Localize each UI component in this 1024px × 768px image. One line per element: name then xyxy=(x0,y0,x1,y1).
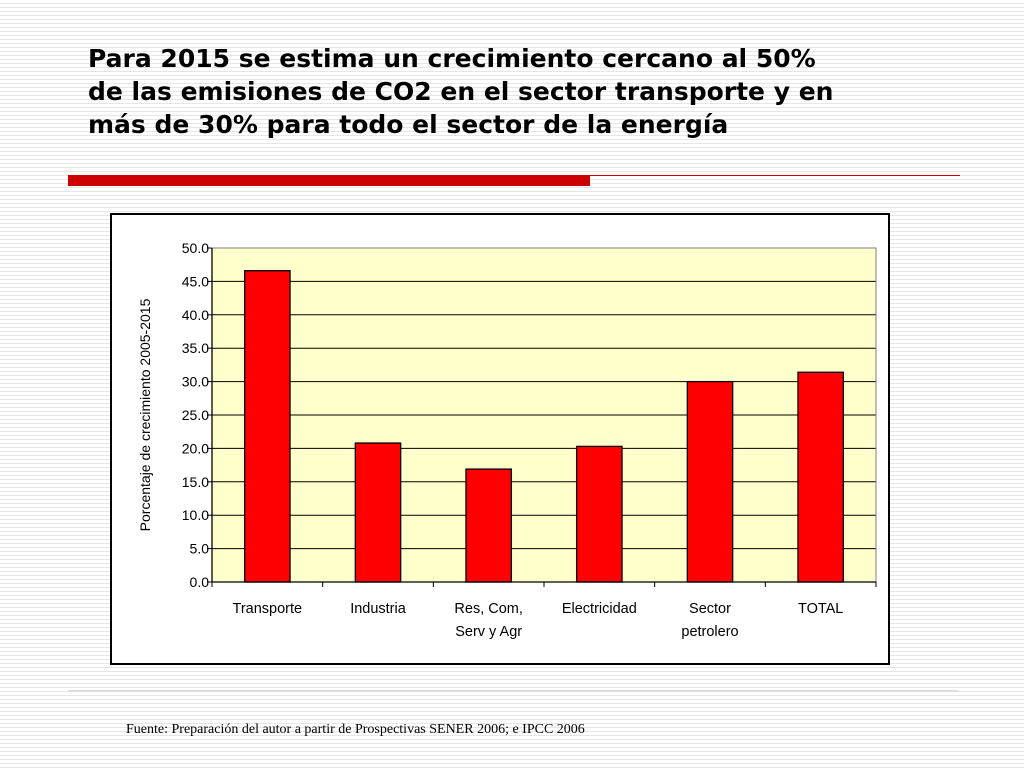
slide-title-line-2: de las emisiones de CO2 en el sector tra… xyxy=(88,77,834,106)
slide-title-line-1: Para 2015 se estima un crecimiento cerca… xyxy=(88,44,816,73)
x-category-label: Electricidad xyxy=(562,601,637,617)
y-tick-label: 10.0 xyxy=(182,507,209,523)
y-tick-label: 5.0 xyxy=(190,541,210,557)
bar xyxy=(354,442,402,583)
y-axis-title: Porcentaje de crecimiento 2005-2015 xyxy=(137,298,153,531)
x-category-label: Industria xyxy=(350,601,407,617)
bar xyxy=(797,371,845,583)
y-tick-label: 35.0 xyxy=(182,340,209,356)
bar xyxy=(575,445,623,583)
bar xyxy=(465,468,513,583)
footer-divider xyxy=(68,690,958,692)
y-tick-label: 45.0 xyxy=(182,273,209,289)
x-category-label: Transporte xyxy=(233,601,303,617)
y-tick-label: 15.0 xyxy=(182,474,209,490)
x-category-label: Sector xyxy=(689,601,731,617)
title-accent-line xyxy=(590,175,960,176)
y-tick-label: 20.0 xyxy=(182,440,209,456)
slide-title: Para 2015 se estima un crecimiento cerca… xyxy=(88,42,988,141)
slide-title-line-3: más de 30% para todo el sector de la ene… xyxy=(88,110,729,139)
y-tick-label: 25.0 xyxy=(182,407,209,423)
y-tick-label: 30.0 xyxy=(182,374,209,390)
x-category-label: petrolero xyxy=(681,624,738,640)
source-note: Fuente: Preparación del autor a partir d… xyxy=(126,722,585,737)
bar xyxy=(686,380,734,583)
y-tick-label: 40.0 xyxy=(182,307,209,323)
title-accent-bar xyxy=(68,175,590,186)
bar xyxy=(243,270,291,583)
y-tick-label: 0.0 xyxy=(190,574,210,590)
chart-frame: 0.0 5.0 10.0 15.0 20.0 25.0 30.0 35.0 40.0 45.0 50… xyxy=(110,213,890,665)
x-category-label: Serv y Agr xyxy=(455,624,522,640)
y-tick-label: 50.0 xyxy=(182,240,209,256)
x-category-label: TOTAL xyxy=(798,601,843,617)
x-category-label: Res, Com, xyxy=(454,601,522,617)
bar-chart: 0.0 5.0 10.0 15.0 20.0 25.0 30.0 35.0 40.0 45.0 50… xyxy=(137,240,877,640)
